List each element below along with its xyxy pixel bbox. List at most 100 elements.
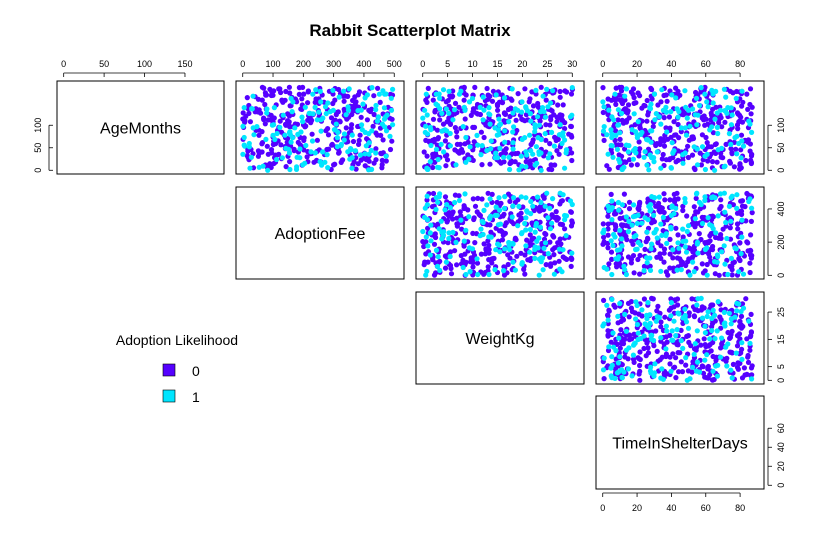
tick-label: 50 [99, 59, 109, 69]
point [714, 124, 721, 130]
point [350, 138, 357, 145]
point [665, 272, 671, 278]
point [708, 348, 714, 354]
point [522, 271, 528, 277]
point [615, 117, 621, 123]
point [660, 214, 667, 220]
point [274, 130, 280, 137]
point [617, 97, 623, 103]
tick-label: 200 [776, 235, 786, 250]
point [611, 211, 618, 217]
panel-frame [595, 186, 765, 280]
point [694, 122, 700, 128]
point [447, 262, 454, 269]
point [527, 132, 533, 138]
point [324, 146, 330, 153]
point [497, 249, 503, 255]
point [634, 302, 640, 309]
point [634, 132, 640, 138]
point [244, 95, 250, 101]
point [547, 226, 554, 232]
point [623, 159, 629, 165]
point [668, 368, 674, 374]
point [454, 134, 460, 140]
point [675, 232, 681, 238]
point [347, 156, 353, 162]
point [619, 375, 626, 381]
point [240, 151, 246, 157]
point [430, 164, 436, 171]
point [424, 112, 430, 118]
point [523, 243, 529, 249]
point [734, 333, 741, 339]
point [712, 336, 718, 342]
point [434, 263, 441, 269]
point [489, 98, 496, 104]
point [364, 117, 370, 123]
point [604, 163, 610, 169]
point [522, 86, 528, 92]
point [534, 114, 541, 120]
point [634, 246, 640, 252]
point [625, 102, 632, 108]
point [336, 94, 342, 100]
point [625, 300, 632, 306]
point [729, 375, 735, 381]
point [519, 99, 525, 105]
point [747, 347, 753, 353]
point [495, 107, 501, 113]
point [433, 101, 439, 107]
point [698, 236, 704, 243]
point [731, 259, 738, 265]
point [470, 230, 476, 236]
point [678, 258, 684, 264]
point [523, 112, 530, 118]
point [439, 128, 445, 134]
point [470, 196, 476, 202]
point [312, 104, 318, 110]
point [662, 197, 668, 203]
point [284, 139, 290, 145]
point [608, 238, 614, 244]
point [383, 158, 389, 164]
point [678, 338, 684, 344]
point [623, 233, 629, 239]
point [447, 253, 453, 260]
point [446, 230, 452, 236]
point [479, 143, 485, 149]
point [696, 231, 702, 237]
point [644, 162, 650, 168]
point [373, 102, 379, 109]
point [523, 227, 529, 233]
panel-AdoptionFee-vs-WeightKg [415, 186, 585, 280]
point [709, 328, 715, 334]
point [668, 313, 674, 319]
point [632, 340, 638, 346]
point [508, 218, 514, 224]
point [435, 136, 441, 142]
diagonal-label-AdoptionFee: AdoptionFee [275, 226, 366, 243]
point [532, 246, 538, 253]
point [510, 203, 516, 209]
point [612, 91, 618, 97]
point [538, 136, 544, 143]
point [717, 191, 724, 197]
point [689, 296, 695, 302]
point [322, 159, 328, 165]
tick-label: 500 [387, 59, 402, 69]
point [722, 261, 728, 267]
point [477, 104, 483, 110]
point [423, 272, 429, 278]
tick-label: 0 [776, 168, 786, 173]
tick-label: 0 [776, 483, 786, 488]
point [456, 197, 463, 204]
point [262, 121, 268, 127]
point [536, 256, 543, 262]
tick-label: 60 [776, 423, 786, 433]
point [442, 153, 449, 159]
point [648, 85, 654, 91]
point [562, 212, 568, 219]
point [356, 137, 362, 144]
point [443, 259, 449, 265]
point [522, 220, 528, 227]
